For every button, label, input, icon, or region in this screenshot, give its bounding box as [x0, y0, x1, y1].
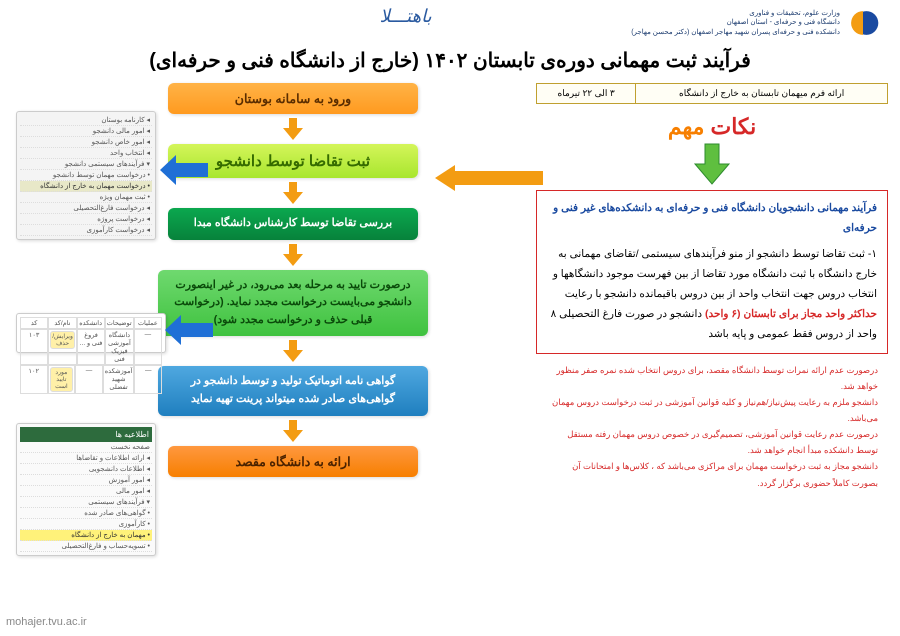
menu-row: ◂ امور مالی دانشجو	[20, 126, 152, 137]
header: وزارت علوم، تحقیقات و فناوری دانشگاه فنی…	[0, 0, 900, 42]
notes-text: ۱- ثبت تقاضا توسط دانشجو از منو فرآیندها…	[553, 248, 877, 300]
menu-row: • درخواست مهمان به خارج از دانشگاه	[20, 181, 152, 192]
menu-row: ◂ ارائه اطلاعات و تقاضاها	[20, 453, 152, 464]
flow-step-review: بررسی تقاضا توسط کارشناس دانشگاه مبدا	[168, 208, 418, 240]
notes-title-part: مهم	[668, 114, 711, 139]
menu-row: • ثبت مهمان ویژه	[20, 192, 152, 203]
screenshot-menu-2: اطلاعیه هاصفحه نخست◂ ارائه اطلاعات و تقا…	[16, 423, 156, 556]
screenshot-table: عملیاتتوضیحاتدانشکدهنام/کدکد—دانشگاه آمو…	[16, 313, 166, 353]
form-table-cell: ارائه فرم میهمان تابستان به خارج از دانش…	[636, 84, 888, 104]
flow-step-deliver: ارائه به دانشگاه مقصد	[168, 446, 418, 477]
university-logo-icon	[846, 6, 880, 40]
notes-title-part: نکات	[711, 114, 757, 139]
menu-row: ◂ کارنامه بوستان	[20, 115, 152, 126]
page-title: فرآیند ثبت مهمانی دوره‌ی تابستان ۱۴۰۲ (خ…	[0, 48, 900, 73]
down-arrow-icon	[281, 182, 305, 204]
flow-step-certificate: گواهی نامه اتوماتیک تولید و توسط دانشجو …	[158, 366, 428, 415]
blue-arrow-icon	[163, 313, 213, 347]
menu-row: ◂ انتخاب واحد	[20, 148, 152, 159]
ministry-line: وزارت علوم، تحقیقات و فناوری	[631, 9, 840, 18]
footnote-line: درصورت عدم رعایت قوانین آموزشی، تصمیم‌گی…	[546, 426, 878, 458]
notes-column: ارائه فرم میهمان تابستان به خارج از دانش…	[532, 83, 892, 491]
org-logo-block: وزارت علوم، تحقیقات و فناوری دانشگاه فنی…	[631, 6, 880, 40]
menu-row: • تسویه‌حساب و فارغ‌التحصیلی	[20, 541, 152, 552]
menu-row: • گواهی‌های صادر شده	[20, 508, 152, 519]
ministry-line: دانشگاه فنی و حرفه‌ای - استان اصفهان	[631, 18, 840, 27]
footnote-line: دانشجو مجاز به ثبت درخواست مهمان برای مر…	[546, 458, 878, 490]
menu-row: ◂ درخواست پروژه	[20, 214, 152, 225]
notes-subhead: فرآیند مهمانی دانشجویان دانشگاه فنی و حر…	[547, 199, 877, 239]
footnotes: درصورت عدم ارائه نمرات توسط دانشگاه مقصد…	[536, 354, 888, 491]
down-arrow-icon	[281, 118, 305, 140]
menu-row: ◂ درخواست فارغ‌التحصیلی	[20, 203, 152, 214]
menu-row: ◂ امور خاص دانشجو	[20, 137, 152, 148]
menu-row: ▾ فرآیندهای سیستمی دانشجو	[20, 159, 152, 170]
form-period-table: ارائه فرم میهمان تابستان به خارج از دانش…	[536, 83, 888, 104]
menu-row: • مهمان به خارج از دانشگاه	[20, 530, 152, 541]
down-arrow-icon	[281, 340, 305, 362]
menu-row: ◂ اطلاعات دانشجویی	[20, 464, 152, 475]
flow-column: ◂ کارنامه بوستان◂ امور مالی دانشجو◂ امور…	[8, 83, 532, 491]
menu-row: ◂ امور مالی	[20, 486, 152, 497]
menu-row: • درخواست مهمان توسط دانشجو	[20, 170, 152, 181]
menu-row: صفحه نخست	[20, 442, 152, 453]
down-arrow-icon	[281, 420, 305, 442]
flow-step-login: ورود به سامانه بوستان	[168, 83, 418, 114]
important-notes-box: فرآیند مهمانی دانشجویان دانشگاه فنی و حر…	[536, 190, 888, 354]
notes-title: نکات مهم	[536, 114, 888, 140]
menu-row: ▾ فرآیندهای سیستمی	[20, 497, 152, 508]
panel-header: اطلاعیه ها	[20, 427, 152, 442]
down-arrow-icon	[281, 244, 305, 266]
notes-highlight: حداکثر واحد مجاز برای تابستان (۶ واحد)	[705, 308, 877, 320]
footnote-line: دانشجو ملزم به رعایت پیش‌نیاز/هم‌نیاز و …	[546, 394, 878, 426]
menu-row: ◂ امور آموزش	[20, 475, 152, 486]
screenshot-menu-1: ◂ کارنامه بوستان◂ امور مالی دانشجو◂ امور…	[16, 111, 156, 240]
watermark-url: mohajer.tvu.ac.ir	[6, 616, 87, 628]
menu-row: ◂ درخواست کارآموزی	[20, 225, 152, 236]
center-logo-text: باهتـــلا	[380, 6, 432, 27]
blue-arrow-icon	[158, 153, 208, 187]
form-table-cell: ۳ الی ۲۲ تیرماه	[537, 84, 636, 104]
ministry-line: دانشکده فنی و حرفه‌ای پسران شهید مهاجر ا…	[631, 28, 840, 37]
orange-arrow-icon	[433, 163, 543, 193]
menu-row: • کارآموزی	[20, 519, 152, 530]
down-arrow-big-icon	[690, 142, 734, 186]
footnote-line: درصورت عدم ارائه نمرات توسط دانشگاه مقصد…	[546, 362, 878, 394]
